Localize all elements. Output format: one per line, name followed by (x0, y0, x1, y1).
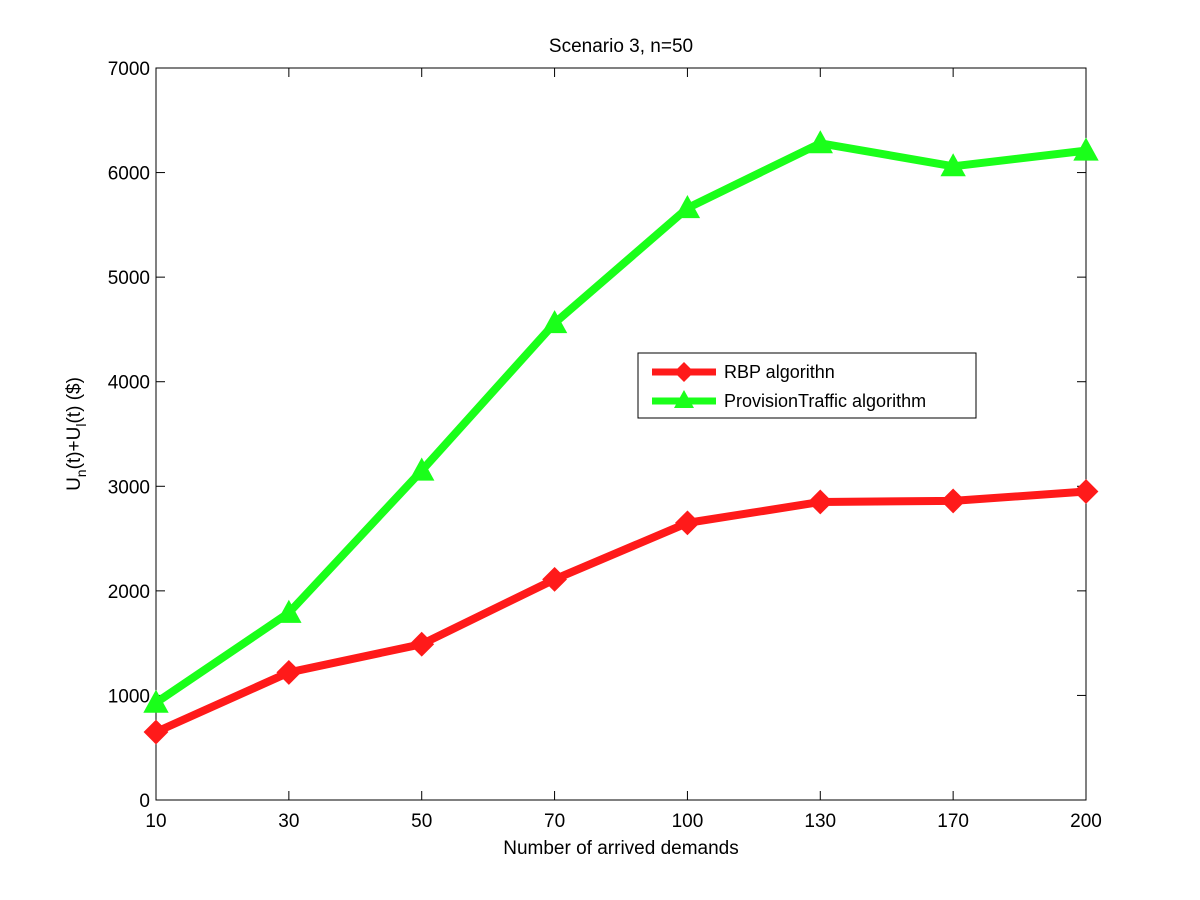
legend-label-rbp: RBP algorithn (724, 362, 835, 382)
x-tick-label: 30 (278, 811, 299, 832)
x-tick-label: 100 (672, 811, 704, 832)
y-tick-label: 2000 (108, 582, 150, 603)
y-axis-label: Un(t)+Ul(t) ($) (64, 377, 89, 491)
x-tick-label: 170 (937, 811, 969, 832)
data-point-0-2 (409, 631, 435, 657)
data-point-1-6 (940, 153, 966, 177)
data-point-0-7 (1073, 479, 1099, 504)
x-tick-label: 10 (145, 811, 166, 832)
legend: RBP algorithn ProvisionTraffic algorithm (637, 352, 977, 419)
data-point-0-3 (542, 566, 567, 592)
legend-marker-rbp (674, 362, 694, 382)
data-point-0-4 (675, 510, 700, 536)
x-axis-label: Number of arrived demands (503, 838, 739, 859)
data-point-1-7 (1073, 137, 1099, 161)
data-point-0-5 (807, 489, 833, 515)
data-point-1-3 (541, 310, 568, 334)
axis-ticks: 10 30 50 70 100 130 170 20001000200030004000500… (108, 59, 1102, 832)
data-point-0-0 (143, 719, 169, 745)
legend-box (637, 352, 977, 419)
data-point-0-1 (276, 660, 302, 685)
y-tick-label: 4000 (108, 373, 150, 394)
y-tick-label: 5000 (108, 268, 150, 289)
data-point-1-0 (143, 689, 169, 713)
y-tick-label: 1000 (108, 686, 150, 707)
chart-title: Scenario 3, n=50 (549, 36, 693, 57)
y-tick-label: 7000 (108, 59, 150, 80)
data-point-1-1 (276, 599, 302, 623)
x-tick-label: 130 (804, 811, 836, 832)
x-tick-label: 70 (544, 811, 565, 832)
legend-label-provision: ProvisionTraffic algorithm (724, 391, 926, 411)
data-point-1-2 (409, 457, 435, 481)
y-tick-label: 0 (139, 791, 150, 812)
data-point-0-6 (940, 488, 966, 514)
x-tick-label: 200 (1070, 811, 1102, 832)
series-line-0 (154, 487, 1087, 736)
y-tick-label: 3000 (108, 477, 150, 498)
x-tick-label: 50 (411, 811, 432, 832)
y-tick-label: 6000 (108, 164, 150, 185)
data-point-1-5 (807, 130, 833, 154)
data-point-1-4 (674, 195, 701, 219)
legend-marker-provision (674, 390, 694, 408)
series-layer (143, 130, 1099, 745)
series-line-1 (153, 139, 1087, 707)
plot-area (155, 67, 1087, 801)
